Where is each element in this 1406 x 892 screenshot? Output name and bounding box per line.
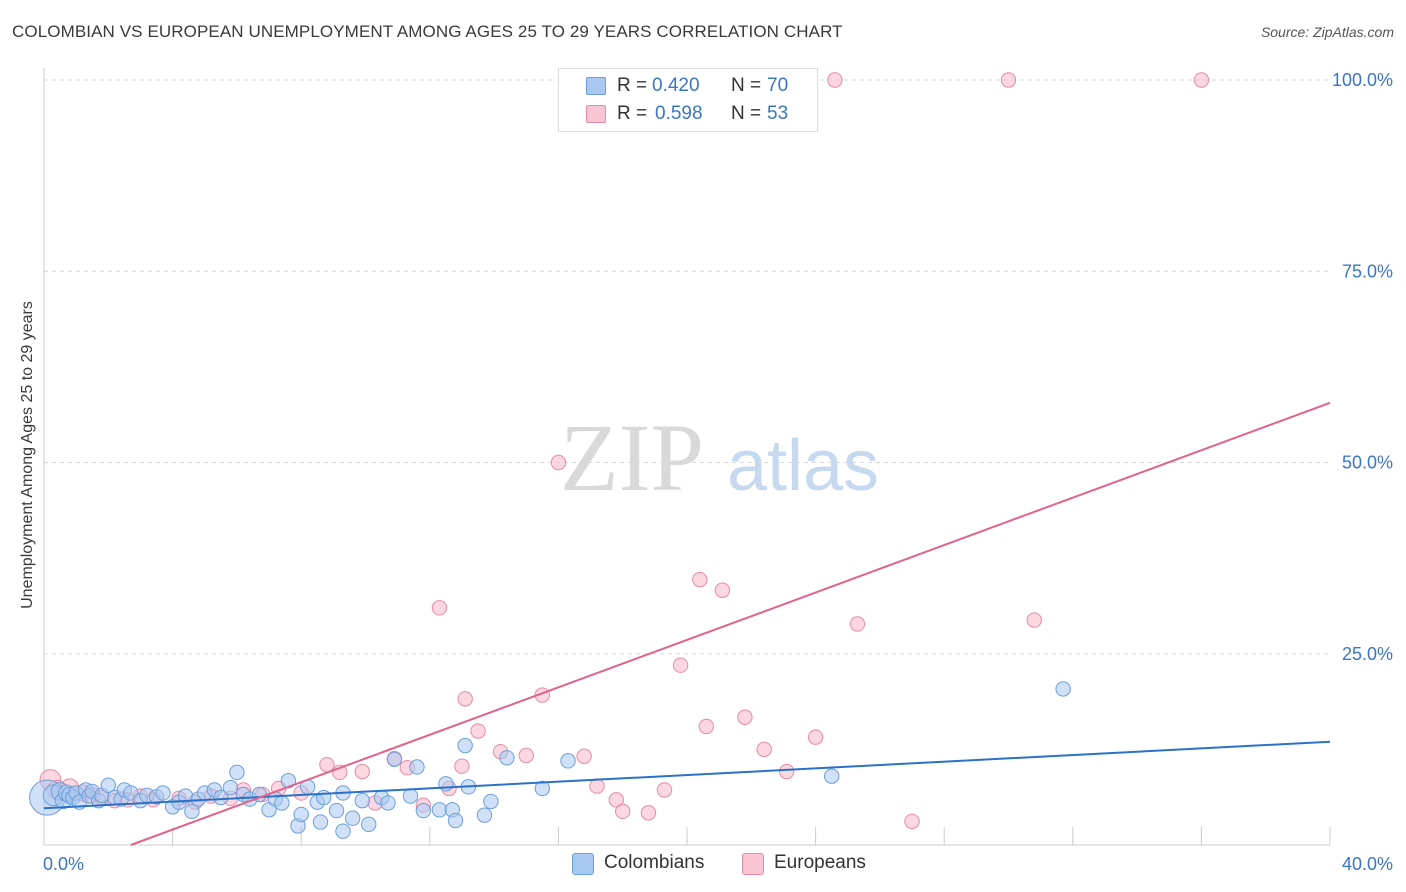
europeans-point <box>672 657 689 673</box>
colombians-point <box>229 764 245 781</box>
colombians-point <box>184 803 200 820</box>
legend-n-label: N = <box>731 75 762 96</box>
legend-r-value: 0.598 <box>655 103 703 124</box>
axes <box>43 68 1331 846</box>
tick-labels: 25.0% 50.0% 75.0% 100.0% 0.0% 40.0% <box>43 70 1393 874</box>
colombians-point <box>560 753 576 769</box>
colombians-point <box>293 806 309 823</box>
europeans-swatch <box>742 853 764 875</box>
europeans-point <box>454 758 470 774</box>
europeans-point <box>1000 72 1017 88</box>
gridlines <box>44 79 1330 655</box>
colombians-point <box>100 777 117 794</box>
europeans-point <box>608 792 624 808</box>
europeans-point <box>827 72 843 88</box>
colombians-point <box>328 802 345 819</box>
europeans-trend-line <box>130 401 1331 846</box>
colombians-point <box>386 751 403 768</box>
europeans-point <box>656 782 673 798</box>
colombians-point <box>155 785 171 801</box>
y-tick-label: 50.0% <box>1342 453 1393 473</box>
europeans-point <box>778 763 795 780</box>
y-tick-label: 25.0% <box>1342 644 1393 664</box>
trend-lines <box>43 401 1331 846</box>
europeans-point <box>737 709 753 725</box>
europeans-point <box>640 805 657 821</box>
watermark-zip: ZIP <box>560 404 704 511</box>
colombians-point <box>823 768 840 784</box>
colombians-label: Colombians <box>604 852 705 873</box>
colombians-point <box>476 807 493 823</box>
colombians-point <box>361 816 377 833</box>
colombians-point <box>409 759 425 775</box>
legend-n-value: 53 <box>767 103 789 124</box>
colombians-point <box>431 802 448 818</box>
colombians-point <box>415 802 432 819</box>
europeans-point <box>589 778 605 794</box>
legend-n-label: N = <box>731 103 762 124</box>
europeans-point <box>714 582 731 598</box>
colombians-point <box>1055 681 1071 697</box>
colombians-point <box>274 795 290 811</box>
europeans-point <box>807 729 824 745</box>
source-label: Source: ZipAtlas.com <box>1260 24 1394 40</box>
legend-r-label: R = <box>617 103 648 124</box>
legend-n-value: 70 <box>767 75 789 96</box>
europeans-point <box>849 616 866 632</box>
europeans-point <box>354 763 370 780</box>
europeans-point <box>698 718 714 735</box>
europeans-point <box>692 571 708 588</box>
colombians-point <box>438 776 454 792</box>
europeans-label: Europeans <box>774 852 866 873</box>
europeans-point <box>470 723 486 739</box>
europeans-point <box>319 756 335 773</box>
colombians-point <box>222 779 239 796</box>
correlation-legend: R = 0.420 N = 70 R = 0.598 N = 53 <box>558 68 818 132</box>
legend-row-europeans: R = 0.598 N = 53 <box>559 101 817 127</box>
x-tick-label: 0.0% <box>43 854 84 874</box>
y-tick-label: 75.0% <box>1342 261 1393 281</box>
europeans-point <box>1026 612 1042 628</box>
europeans-point <box>431 600 448 616</box>
colombians-point <box>499 750 515 766</box>
europeans-point <box>457 691 473 707</box>
colombians-points <box>29 681 1071 839</box>
europeans-point <box>1193 72 1210 88</box>
europeans-point <box>576 748 592 764</box>
watermark: ZIP atlas <box>560 404 879 511</box>
colombians-point <box>402 788 419 804</box>
colombians-point <box>483 793 499 810</box>
europeans-point <box>904 813 920 829</box>
colombians-point <box>312 814 329 830</box>
watermark-atlas: atlas <box>727 426 879 506</box>
legend-row-colombians: R = 0.420 N = 70 <box>559 73 817 99</box>
europeans-point <box>550 454 567 471</box>
chart-title: COLOMBIAN VS EUROPEAN UNEMPLOYMENT AMONG… <box>12 22 843 41</box>
legend-swatch-europeans <box>586 105 606 123</box>
colombians-point <box>534 780 551 797</box>
colombians-swatch <box>572 853 594 875</box>
colombians-point <box>335 823 351 839</box>
europeans-point <box>615 803 631 820</box>
europeans-point <box>518 747 534 764</box>
colombians-point <box>380 795 396 811</box>
europeans-point <box>756 741 772 758</box>
y-tick-label: 100.0% <box>1332 70 1393 90</box>
legend-r-value: 0.420 <box>652 75 700 96</box>
colombians-point <box>354 792 370 809</box>
colombians-point <box>457 737 473 754</box>
colombians-point <box>213 789 229 806</box>
colombians-point <box>447 812 464 829</box>
colombians-point <box>316 789 332 806</box>
legend-swatch-colombians <box>586 77 606 95</box>
x-tick-label: 40.0% <box>1342 854 1393 874</box>
legend-r-label: R = <box>617 75 648 96</box>
colombians-point <box>344 810 361 826</box>
